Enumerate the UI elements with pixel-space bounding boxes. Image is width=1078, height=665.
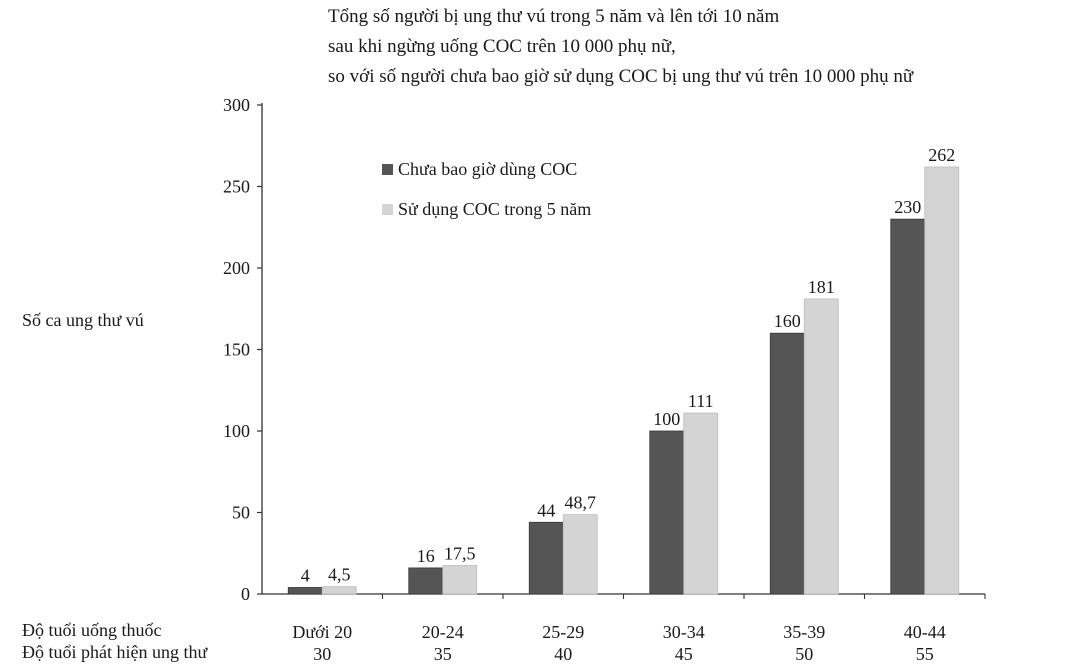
x-tick-label-detection-age: 30 xyxy=(313,644,331,664)
x-tick-label-detection-age: 35 xyxy=(434,644,452,664)
data-label-never-used: 16 xyxy=(417,546,435,566)
x-tick-label-usage-age: 20-24 xyxy=(422,622,464,642)
data-label-used-5-years: 4,5 xyxy=(328,565,351,585)
bar-never-used xyxy=(890,218,926,595)
x-row-label-detection-age: Độ tuổi phát hiện ung thư xyxy=(22,642,208,662)
data-label-never-used: 44 xyxy=(537,500,555,520)
x-tick-label-detection-age: 50 xyxy=(795,644,813,664)
legend-swatch-never-used xyxy=(382,164,393,175)
data-label-never-used: 100 xyxy=(653,409,680,429)
bar-never-used xyxy=(528,521,564,595)
data-label-used-5-years: 48,7 xyxy=(565,493,597,513)
bar-used-5-years xyxy=(321,586,357,595)
bar-used-5-years xyxy=(803,298,839,595)
x-tick-label-detection-age: 55 xyxy=(916,644,934,664)
chart-title-line-2: sau khi ngừng uống COC trên 10 000 phụ n… xyxy=(328,36,676,57)
x-tick-label-detection-age: 45 xyxy=(675,644,693,664)
y-axis-label: Số ca ung thư vú xyxy=(22,310,144,330)
legend-label-never-used: Chưa bao giờ dùng COC xyxy=(398,159,577,179)
x-tick-label-detection-age: 40 xyxy=(554,644,572,664)
bar-never-used xyxy=(408,567,444,595)
y-tick-label: 0 xyxy=(241,584,250,604)
data-label-used-5-years: 111 xyxy=(688,391,714,411)
bar-never-used xyxy=(649,430,685,595)
legend-label-used-5-years: Sử dụng COC trong 5 năm xyxy=(398,199,591,219)
y-tick-label: 300 xyxy=(223,95,250,115)
x-tick-label-usage-age: Dưới 20 xyxy=(292,622,352,642)
x-tick-label-usage-age: 30-34 xyxy=(663,622,705,642)
bar-never-used xyxy=(769,332,805,595)
x-tick-label-usage-age: 35-39 xyxy=(783,622,825,642)
data-label-never-used: 230 xyxy=(894,197,921,217)
y-tick-label: 150 xyxy=(223,340,250,360)
y-tick-label: 250 xyxy=(223,177,250,197)
x-tick-label-usage-age: 40-44 xyxy=(904,622,946,642)
y-tick-label: 200 xyxy=(223,258,250,278)
y-tick-label: 100 xyxy=(223,421,250,441)
bar-used-5-years xyxy=(442,565,478,595)
legend-swatch-used-5-years xyxy=(382,204,393,215)
data-label-used-5-years: 181 xyxy=(808,277,835,297)
data-label-never-used: 160 xyxy=(774,311,801,331)
bar-used-5-years xyxy=(924,166,960,595)
x-row-label-usage-age: Độ tuổi uống thuốc xyxy=(22,620,162,640)
bar-used-5-years xyxy=(683,412,719,595)
bar-used-5-years xyxy=(562,514,598,595)
data-label-used-5-years: 17,5 xyxy=(444,543,476,563)
data-label-never-used: 4 xyxy=(301,565,310,585)
bar-never-used xyxy=(287,587,323,595)
data-label-used-5-years: 262 xyxy=(928,145,955,165)
x-tick-label-usage-age: 25-29 xyxy=(542,622,584,642)
y-tick-label: 50 xyxy=(232,503,250,523)
chart-title-line-1: Tổng số người bị ung thư vú trong 5 năm … xyxy=(328,6,780,27)
chart-title-line-3: so với số người chưa bao giờ sử dụng COC… xyxy=(328,66,914,87)
